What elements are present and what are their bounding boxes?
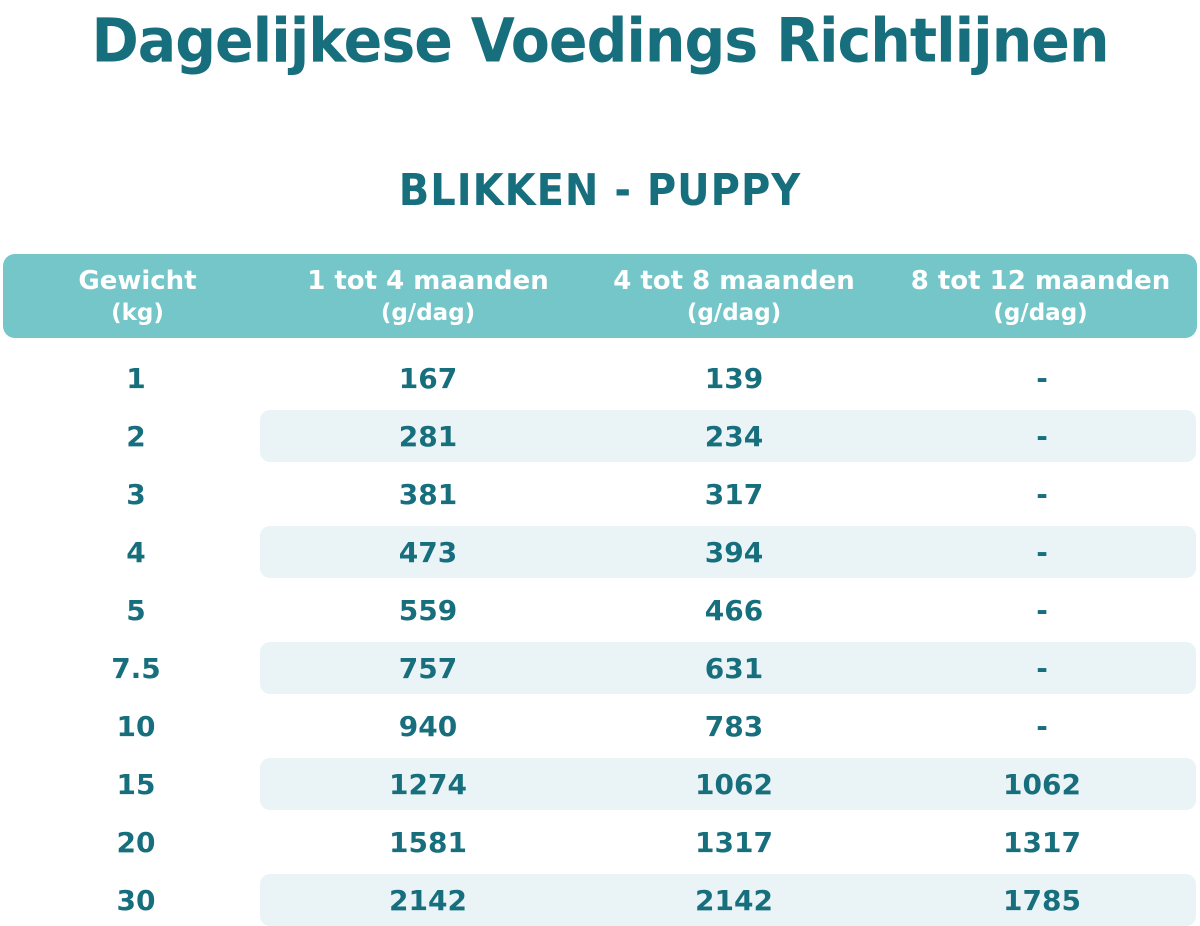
cell-weight: 15 [116,767,156,801]
table-row: 7.5 757 631 - [0,639,1200,697]
table-body: 1 167 139 - 2 281 234 - 3 381 317 - 4 47… [0,349,1200,926]
column-label: 1 tot 4 maanden [307,266,549,296]
cell-1-4-maanden: 167 [398,361,458,395]
table-row: 5 559 466 - [0,581,1200,639]
cell-4-8-maanden: 631 [704,651,764,685]
cell-weight: 2 [126,419,146,453]
table-row: 15 1274 1062 1062 [0,755,1200,813]
table-row: 10 940 783 - [0,697,1200,755]
column-header-1-4-maanden: 1 tot 4 maanden (g/dag) [272,264,584,328]
cell-1-4-maanden: 559 [398,593,458,627]
cell-1-4-maanden: 281 [398,419,458,453]
cell-1-4-maanden: 940 [398,709,458,743]
cell-4-8-maanden: 317 [704,477,764,511]
cell-1-4-maanden: 2142 [389,883,467,917]
cell-1-4-maanden: 473 [398,535,458,569]
page-title: Dagelijkese Voedings Richtlijnen [91,6,1109,77]
table-row: 4 473 394 - [0,523,1200,581]
cell-4-8-maanden: 1062 [695,767,773,801]
cell-8-12-maanden: - [1036,419,1048,453]
cell-weight: 20 [116,825,156,859]
table-row: 20 1581 1317 1317 [0,813,1200,871]
column-unit: (g/dag) [993,300,1088,326]
column-unit: (g/dag) [380,300,476,326]
cell-8-12-maanden: - [1036,593,1048,627]
cell-1-4-maanden: 1274 [389,767,467,801]
cell-4-8-maanden: 2142 [695,883,773,917]
cell-weight: 30 [116,883,156,917]
cell-weight: 7.5 [111,651,161,685]
table-row: 30 2142 2142 1785 [0,871,1200,926]
cell-8-12-maanden: 1317 [1003,825,1081,859]
column-unit: (kg) [111,300,164,326]
cell-weight: 4 [126,535,146,569]
cell-4-8-maanden: 139 [704,361,764,395]
column-header-8-12-maanden: 8 tot 12 maanden (g/dag) [884,264,1197,328]
cell-4-8-maanden: 1317 [695,825,773,859]
table-header-band: Gewicht (kg) 1 tot 4 maanden (g/dag) 4 t… [3,254,1197,338]
column-header-4-8-maanden: 4 tot 8 maanden (g/dag) [584,264,884,328]
cell-8-12-maanden: - [1036,477,1048,511]
cell-8-12-maanden: - [1036,709,1048,743]
table-row: 3 381 317 - [0,465,1200,523]
cell-8-12-maanden: 1785 [1003,883,1081,917]
cell-4-8-maanden: 783 [704,709,764,743]
table-row: 1 167 139 - [0,349,1200,407]
cell-4-8-maanden: 394 [704,535,764,569]
column-label: 8 tot 12 maanden [910,266,1171,296]
cell-1-4-maanden: 757 [398,651,458,685]
column-label: 4 tot 8 maanden [613,266,855,296]
cell-8-12-maanden: 1062 [1003,767,1081,801]
column-label: Gewicht [78,266,197,296]
section-subtitle: BLIKKEN - PUPPY [398,166,802,216]
cell-8-12-maanden: - [1036,361,1048,395]
column-unit: (g/dag) [686,300,782,326]
cell-1-4-maanden: 1581 [389,825,467,859]
table-row: 2 281 234 - [0,407,1200,465]
cell-weight: 3 [126,477,146,511]
cell-8-12-maanden: - [1036,651,1048,685]
cell-weight: 10 [116,709,156,743]
cell-weight: 1 [126,361,146,395]
cell-4-8-maanden: 466 [704,593,764,627]
cell-weight: 5 [126,593,146,627]
cell-4-8-maanden: 234 [704,419,764,453]
column-header-gewicht: Gewicht (kg) [3,264,272,328]
cell-1-4-maanden: 381 [398,477,458,511]
cell-8-12-maanden: - [1036,535,1048,569]
